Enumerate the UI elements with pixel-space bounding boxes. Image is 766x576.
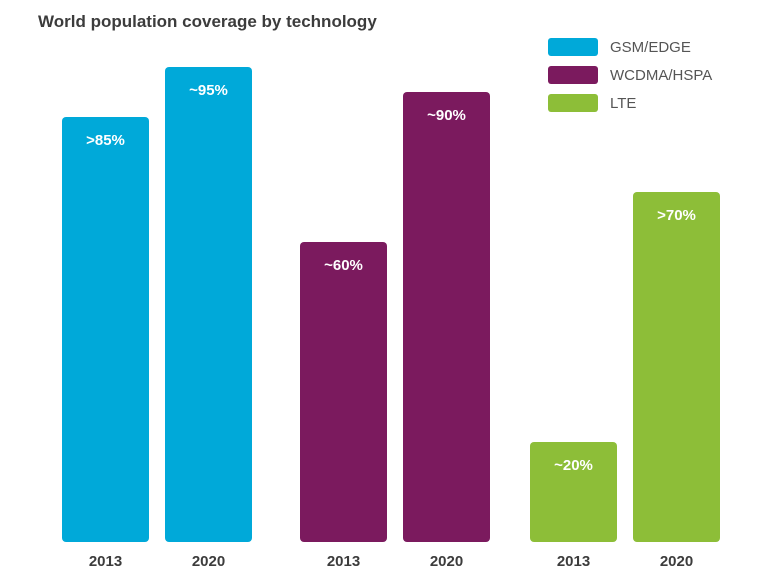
tick-label-lte-2013: 2013 (557, 553, 590, 570)
bar-gsm-edge-2020 (165, 67, 252, 542)
tick-label-lte-2020: 2020 (660, 553, 693, 570)
bar-gsm-edge-2013 (62, 117, 149, 542)
bar-lte-2013 (530, 442, 617, 542)
bar-wcdma-hspa-2020 (403, 92, 490, 542)
tick-label-wcdma-hspa-2020: 2020 (430, 553, 463, 570)
legend: GSM/EDGE WCDMA/HSPA LTE (548, 38, 712, 112)
legend-swatch-wcdma-hspa (548, 66, 598, 84)
data-label-wcdma-hspa-2020: ~90% (427, 107, 466, 124)
bar-lte-2020 (633, 192, 720, 542)
legend-swatch-lte (548, 94, 598, 112)
data-label-gsm-edge-2013: >85% (86, 132, 125, 149)
legend-label-lte: LTE (610, 95, 636, 112)
data-label-lte-2013: ~20% (554, 457, 593, 474)
chart-title: World population coverage by technology (38, 12, 377, 31)
tick-label-wcdma-hspa-2013: 2013 (327, 553, 360, 570)
data-label-lte-2020: >70% (657, 207, 696, 224)
tick-label-gsm-edge-2013: 2013 (89, 553, 122, 570)
data-label-gsm-edge-2020: ~95% (189, 82, 228, 99)
legend-label-gsm-edge: GSM/EDGE (610, 39, 691, 56)
legend-swatch-gsm-edge (548, 38, 598, 56)
data-label-wcdma-hspa-2013: ~60% (324, 257, 363, 274)
bar-wcdma-hspa-2013 (300, 242, 387, 542)
bars: >85% 2013 ~95% 2020 ~60% 2013 ~90% 2020 ~20% 2013… (62, 67, 720, 570)
tick-label-gsm-edge-2020: 2020 (192, 553, 225, 570)
legend-label-wcdma-hspa: WCDMA/HSPA (610, 67, 712, 84)
